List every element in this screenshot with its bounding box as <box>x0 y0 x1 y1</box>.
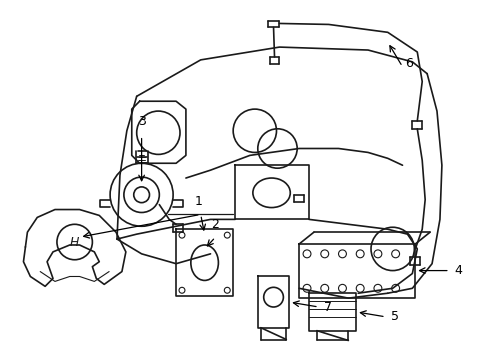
Text: 4: 4 <box>454 264 462 277</box>
Text: 1: 1 <box>194 194 202 208</box>
Text: H: H <box>70 235 79 248</box>
Text: 6: 6 <box>405 57 412 70</box>
Text: 7: 7 <box>323 301 331 314</box>
Text: 2: 2 <box>211 218 219 231</box>
Text: 3: 3 <box>138 115 145 128</box>
Text: 5: 5 <box>390 310 398 323</box>
